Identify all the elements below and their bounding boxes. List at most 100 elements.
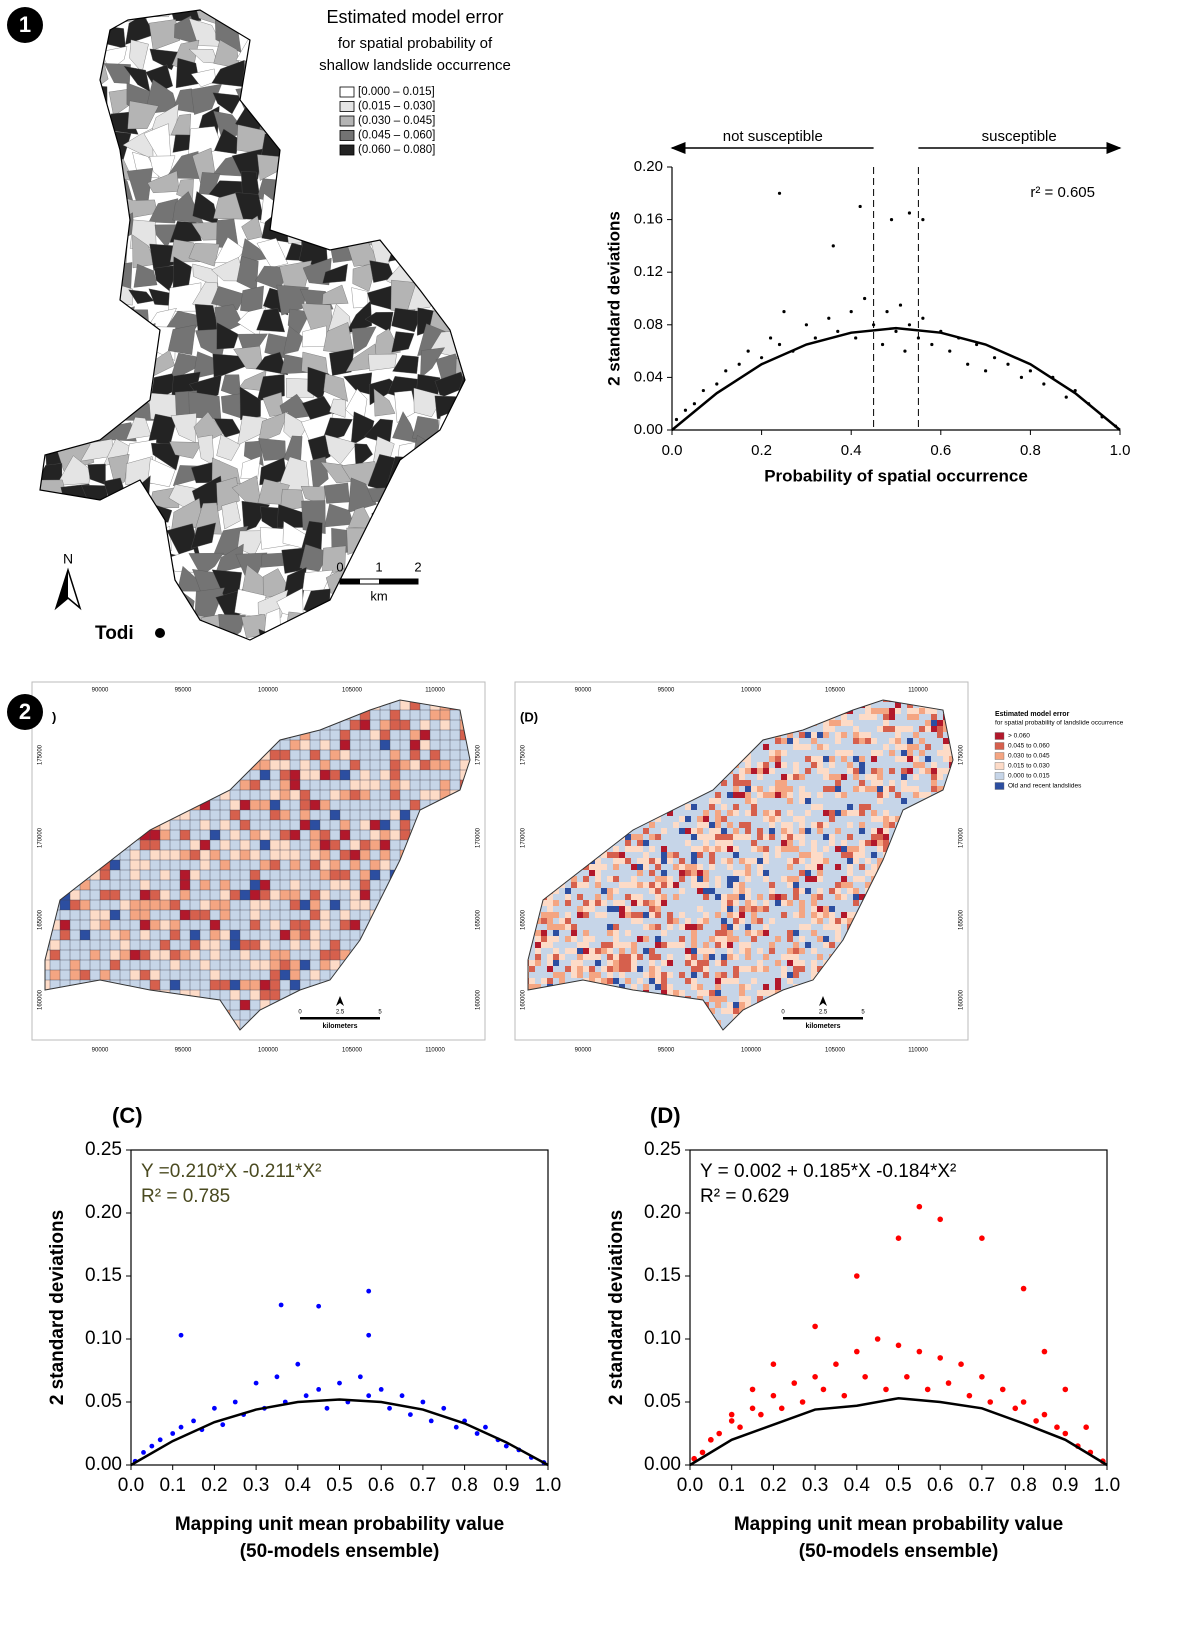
map-unit — [309, 959, 321, 971]
map-unit — [289, 749, 301, 761]
map-unit — [256, 238, 289, 268]
map-unit — [901, 700, 908, 703]
map-unit — [871, 768, 878, 775]
map-unit — [883, 840, 890, 847]
map-unit — [949, 780, 953, 787]
map-unit — [432, 608, 458, 637]
map-unit — [571, 852, 578, 859]
map-unit — [781, 720, 788, 727]
map-unit — [409, 969, 421, 981]
map-unit — [883, 726, 890, 733]
map-unit — [925, 792, 932, 799]
map-unit — [456, 200, 465, 220]
map-unit — [389, 759, 401, 771]
map-unit — [231, 148, 263, 180]
map-unit — [679, 756, 686, 763]
map-unit — [279, 739, 291, 751]
map-unit — [89, 929, 101, 941]
map-unit — [931, 762, 938, 769]
map-unit — [449, 899, 461, 911]
map-unit — [637, 900, 644, 907]
map-unit — [607, 810, 614, 817]
map-unit — [763, 840, 770, 847]
map-unit — [367, 635, 397, 640]
map-unit — [727, 774, 734, 781]
map-unit — [781, 700, 788, 703]
map-unit — [319, 909, 331, 921]
map-unit — [631, 882, 638, 889]
map-unit — [159, 859, 171, 871]
map-unit — [853, 906, 860, 913]
map-unit — [691, 840, 698, 847]
map-unit — [865, 720, 872, 727]
map-unit — [859, 804, 866, 811]
map-unit — [955, 822, 962, 829]
map-unit — [703, 822, 710, 829]
map-unit — [179, 999, 191, 1011]
map-unit — [715, 774, 722, 781]
map-unit — [763, 846, 770, 853]
map-unit — [309, 909, 321, 921]
map-unit — [685, 822, 692, 829]
map-unit — [189, 1009, 201, 1021]
map-unit — [637, 852, 644, 859]
map-unit — [823, 822, 830, 829]
map-unit — [565, 846, 572, 853]
map-unit — [937, 864, 944, 871]
map-unit — [299, 759, 311, 771]
map-unit — [793, 690, 800, 697]
map-unit — [847, 792, 854, 799]
map-unit — [823, 700, 830, 703]
map-unit — [139, 849, 151, 861]
map-unit — [577, 816, 584, 823]
map-unit — [835, 906, 842, 913]
map-unit — [607, 804, 614, 811]
map-unit — [547, 888, 554, 895]
map-unit — [697, 900, 704, 907]
map-unit — [625, 702, 632, 709]
map-unit — [229, 879, 241, 891]
map-unit — [601, 720, 608, 727]
map-unit — [40, 504, 65, 531]
map-unit — [339, 829, 351, 841]
map-unit — [89, 839, 101, 851]
map-unit — [79, 700, 91, 711]
map-unit — [715, 876, 722, 883]
map-unit — [389, 909, 401, 921]
map-unit — [841, 858, 848, 865]
map-unit — [961, 690, 968, 697]
map-unit — [419, 859, 431, 871]
map-unit — [209, 969, 221, 981]
map-unit — [787, 792, 794, 799]
map-unit — [589, 816, 596, 823]
map-unit — [309, 879, 321, 891]
map-unit — [349, 979, 361, 991]
map-unit — [535, 726, 542, 733]
map-unit — [823, 756, 830, 763]
map-unit — [631, 840, 638, 847]
map-unit — [961, 900, 968, 907]
map-unit — [739, 828, 746, 835]
map-unit — [817, 690, 824, 697]
map-unit — [883, 732, 890, 739]
map-unit — [279, 879, 291, 891]
map-unit — [359, 959, 371, 971]
map-unit — [859, 822, 866, 829]
map-unit — [649, 828, 656, 835]
map-unit — [853, 756, 860, 763]
map-unit — [673, 762, 680, 769]
map-unit — [149, 739, 161, 751]
map-unit — [907, 780, 914, 787]
map-unit — [49, 949, 61, 961]
map-unit — [703, 864, 710, 871]
map-unit — [99, 959, 111, 971]
map-unit — [89, 849, 101, 861]
map-unit — [319, 959, 331, 971]
map-unit — [129, 729, 141, 741]
map-unit — [99, 919, 111, 931]
map-unit — [339, 969, 351, 981]
map-unit — [691, 774, 698, 781]
map-unit — [535, 700, 542, 703]
map-unit — [89, 1019, 101, 1030]
map-unit — [823, 810, 830, 817]
